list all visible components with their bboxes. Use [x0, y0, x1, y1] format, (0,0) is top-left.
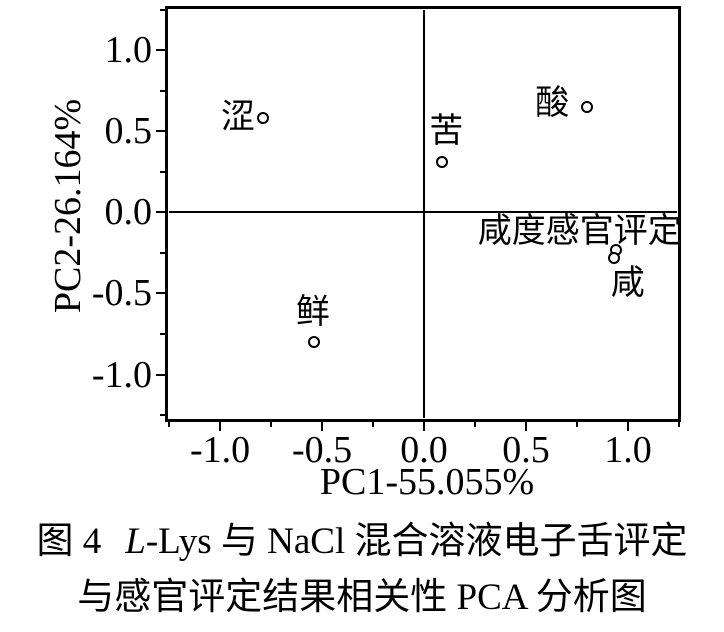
x-tick-label: -1.0 — [189, 429, 251, 471]
y-minor-tick — [160, 170, 165, 173]
x-tick-label: -0.5 — [291, 429, 353, 471]
y-minor-tick — [160, 414, 165, 417]
x-major-tick — [627, 422, 629, 431]
x-minor-tick — [576, 422, 578, 427]
y-tick-label: -0.5 — [91, 272, 152, 315]
data-point-label: 咸 — [610, 264, 645, 302]
zero-line-horizontal — [169, 211, 677, 214]
x-major-tick — [423, 422, 426, 431]
data-point-label: 鲜 — [295, 294, 330, 332]
y-minor-tick — [160, 89, 165, 92]
x-minor-tick — [474, 422, 477, 427]
y-tick-label: 0.0 — [104, 191, 153, 234]
y-major-tick — [156, 292, 165, 295]
y-minor-tick — [160, 8, 165, 11]
x-minor-tick — [168, 422, 171, 427]
data-point-marker — [581, 100, 594, 113]
y-major-tick — [156, 49, 165, 52]
caption-line-1: 图 4 L-Lys 与 NaCl 混合溶液电子舌评定 — [0, 521, 724, 563]
x-major-tick — [525, 422, 527, 431]
data-point-label: 涩 — [220, 99, 255, 137]
y-major-tick — [156, 211, 165, 214]
data-point-marker — [307, 336, 320, 349]
x-axis-label: PC1-55.055% — [319, 461, 535, 503]
x-tick-label: 1.0 — [604, 429, 652, 471]
x-minor-tick — [372, 422, 375, 427]
y-minor-tick — [160, 251, 165, 254]
y-major-tick — [156, 373, 165, 376]
x-tick-label: 0.0 — [400, 429, 448, 471]
y-minor-tick — [160, 333, 165, 336]
y-tick-label: 1.0 — [104, 29, 153, 72]
caption-line-2: 与感官评定结果相关性 PCA 分析图 — [77, 577, 647, 618]
plot-area — [165, 6, 681, 422]
x-major-tick — [321, 422, 324, 431]
x-tick-label: 0.5 — [502, 429, 550, 471]
figure-caption: 图 4 L-Lys 与 NaCl 混合溶液电子舌评定 与感官评定结果相关性 PCA… — [0, 521, 724, 619]
caption-figure-number: 图 4 — [36, 521, 102, 562]
caption-line-1-rest: -Lys 与 NaCl 混合溶液电子舌评定 — [145, 521, 688, 562]
y-tick-label: -1.0 — [91, 353, 152, 396]
data-point-marker — [256, 112, 269, 125]
data-point-marker — [436, 156, 449, 169]
x-minor-tick — [270, 422, 273, 427]
data-point-label: 酸 — [535, 84, 570, 122]
data-point-marker — [607, 251, 620, 264]
caption-italic-l: L — [125, 521, 146, 562]
y-major-tick — [156, 130, 165, 133]
data-point-label: 苦 — [429, 113, 464, 151]
y-tick-label: 0.5 — [104, 110, 153, 153]
data-point-label: 咸度感官评定 — [477, 212, 682, 250]
x-major-tick — [219, 422, 222, 431]
x-minor-tick — [678, 422, 680, 427]
zero-line-vertical — [423, 10, 426, 418]
